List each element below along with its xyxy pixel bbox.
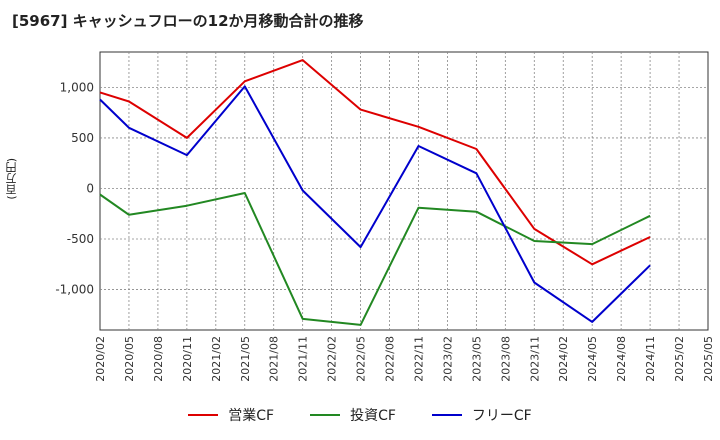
x-tick-label: 2024/08: [615, 336, 628, 382]
x-tick-label: 2022/08: [384, 336, 397, 382]
y-tick-label: 0: [86, 181, 94, 195]
investing-cf-line: [99, 192, 651, 326]
legend-swatch-free-cf: [431, 414, 462, 416]
x-tick-label: 2021/08: [268, 336, 281, 382]
y-tick-label: -500: [67, 232, 94, 246]
x-tick-label: 2023/02: [441, 336, 454, 382]
y-tick-label: 500: [71, 131, 94, 145]
x-tick-label: 2020/05: [123, 336, 136, 382]
legend: 営業CF 投資CF フリーCF: [0, 404, 720, 426]
x-tick-label: 2022/11: [412, 336, 425, 382]
legend-item-operating-cf: 営業CF: [188, 405, 274, 425]
x-tick-label: 2024/05: [586, 336, 599, 382]
x-tick-label: 2021/02: [210, 336, 223, 382]
x-tick-label: 2024/02: [557, 336, 570, 382]
x-tick-label: 2023/05: [470, 336, 483, 382]
legend-swatch-investing-cf: [310, 414, 341, 416]
x-tick-label: 2021/05: [239, 336, 252, 382]
legend-item-free-cf: フリーCF: [431, 405, 532, 425]
x-tick-label: 2021/11: [297, 336, 310, 382]
legend-label-free-cf: フリーCF: [471, 408, 532, 424]
legend-label-investing-cf: 投資CF: [350, 408, 396, 424]
x-tick-label: 2025/05: [702, 336, 715, 382]
x-tick-label: 2022/02: [326, 336, 339, 382]
x-tick-label: 2020/02: [94, 336, 107, 382]
y-tick-label: 1,000: [60, 80, 94, 94]
chart-title: [5967] キャッシュフローの12か月移動合計の推移: [12, 12, 364, 30]
x-tick-label: 2024/11: [644, 336, 657, 382]
plot-area: [99, 51, 709, 331]
operating-cf-line: [99, 59, 651, 266]
x-tick-label: 2023/08: [499, 336, 512, 382]
x-tick-label: 2020/11: [181, 336, 194, 382]
legend-swatch-operating-cf: [188, 414, 219, 416]
x-tick-label: 2023/11: [528, 336, 541, 382]
free-cf-line: [99, 85, 651, 323]
x-tick-label: 2022/05: [355, 336, 368, 382]
legend-item-investing-cf: 投資CF: [310, 405, 396, 425]
y-tick-label: -1,000: [55, 283, 94, 297]
legend-label-operating-cf: 営業CF: [228, 408, 275, 424]
x-tick-label: 2020/08: [152, 336, 165, 382]
x-tick-label: 2025/02: [673, 336, 686, 382]
